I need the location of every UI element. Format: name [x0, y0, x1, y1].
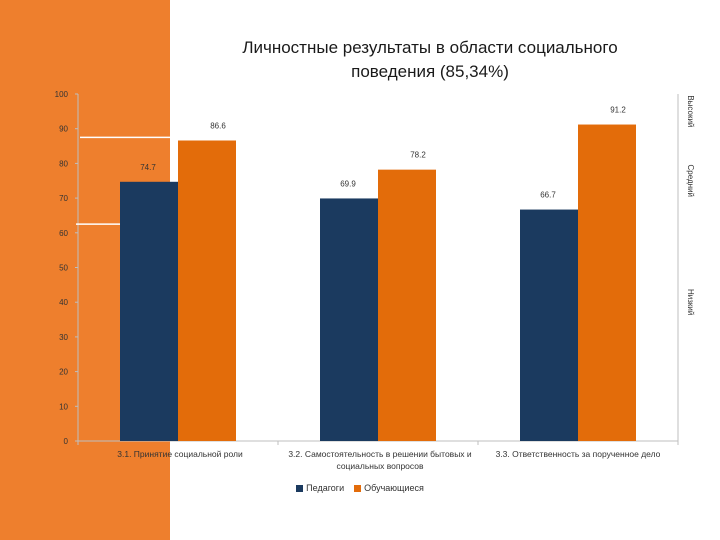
- data-label: 86.6: [210, 121, 226, 130]
- data-label: 74.7: [140, 163, 156, 172]
- y-tick-label: 20: [59, 368, 68, 377]
- category-label-3: 3.3. Ответственность за порученное дело: [495, 449, 661, 459]
- y-tick-label: 40: [59, 298, 68, 307]
- y-tick-label: 90: [59, 125, 68, 134]
- legend-label-students: Обучающиеся: [364, 483, 424, 493]
- chart-bars: [120, 124, 636, 442]
- data-label: 91.2: [610, 106, 626, 115]
- chart-labels: 0 10 20 30 40 50 60 70 80 90 100 74.7 69.9 66.7 86.6 78…: [55, 90, 695, 446]
- y-tick-label: 100: [55, 90, 69, 99]
- level-label: Низкий: [686, 289, 695, 315]
- y-tick-label: 10: [59, 402, 68, 411]
- data-label: 66.7: [540, 191, 556, 200]
- data-label: 69.9: [340, 179, 356, 188]
- bar-students-1: [178, 140, 236, 442]
- category-label-1: 3.1. Принятие социальной роли: [117, 449, 243, 459]
- bar-students-3: [578, 124, 636, 441]
- bar-teachers-2: [320, 198, 378, 441]
- chart-legend: Педагоги Обучающиеся: [0, 480, 720, 496]
- level-label: Средний: [686, 164, 695, 197]
- chart-title-line-1: Личностные результаты в области социальн…: [242, 38, 618, 57]
- category-label-2: 3.2. Самостоятельность в решении бытовых…: [288, 449, 472, 471]
- bar-teachers-1: [120, 181, 178, 441]
- y-tick-label: 60: [59, 229, 68, 238]
- y-tick-label: 0: [64, 437, 69, 446]
- bar-teachers-3: [520, 209, 578, 441]
- chart-title-line-2: поведения (85,34%): [351, 62, 509, 81]
- y-tick-label: 80: [59, 159, 68, 168]
- legend-item-teachers: Педагоги: [296, 483, 344, 493]
- legend-item-students: Обучающиеся: [354, 483, 424, 493]
- legend-swatch-students: [354, 484, 362, 492]
- level-label: Высокий: [686, 95, 695, 127]
- y-tick-label: 50: [59, 264, 68, 273]
- chart-title: Личностные результаты в области социальн…: [200, 36, 660, 84]
- y-tick-label: 30: [59, 333, 68, 342]
- legend-swatch-teachers: [296, 484, 304, 492]
- bar-students-2: [378, 169, 436, 441]
- data-label: 78.2: [410, 151, 426, 160]
- legend-label-teachers: Педагоги: [306, 483, 345, 493]
- y-tick-label: 70: [59, 194, 68, 203]
